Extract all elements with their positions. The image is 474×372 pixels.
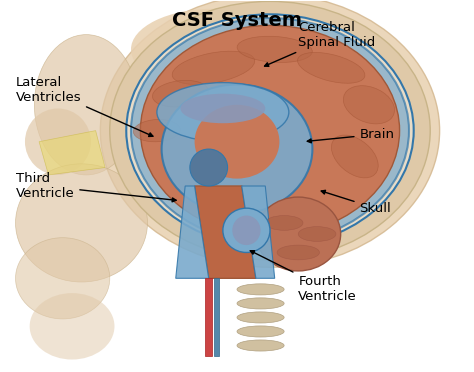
Ellipse shape <box>331 135 378 178</box>
Ellipse shape <box>131 9 296 90</box>
Ellipse shape <box>237 36 312 62</box>
Polygon shape <box>39 131 105 175</box>
Ellipse shape <box>277 245 319 260</box>
Ellipse shape <box>30 293 115 359</box>
Ellipse shape <box>237 284 284 295</box>
Text: Cerebral
Spinal Fluid: Cerebral Spinal Fluid <box>264 20 375 66</box>
Polygon shape <box>176 186 209 278</box>
Ellipse shape <box>265 215 303 230</box>
Ellipse shape <box>110 1 430 260</box>
Text: Fourth
Ventricle: Fourth Ventricle <box>250 251 357 304</box>
Ellipse shape <box>162 84 312 214</box>
Text: Lateral
Ventricles: Lateral Ventricles <box>16 76 153 137</box>
Ellipse shape <box>133 119 181 142</box>
Ellipse shape <box>25 109 91 175</box>
Ellipse shape <box>172 51 255 84</box>
Ellipse shape <box>16 238 110 319</box>
Ellipse shape <box>232 215 261 245</box>
Ellipse shape <box>181 94 265 123</box>
Text: CSF System: CSF System <box>172 11 302 30</box>
Ellipse shape <box>35 35 138 175</box>
Ellipse shape <box>100 0 439 267</box>
Ellipse shape <box>195 105 279 179</box>
Ellipse shape <box>237 340 284 351</box>
Polygon shape <box>205 278 212 356</box>
Ellipse shape <box>237 298 284 309</box>
Text: Skull: Skull <box>321 190 391 215</box>
Ellipse shape <box>237 312 284 323</box>
Ellipse shape <box>237 326 284 337</box>
Text: Third
Ventricle: Third Ventricle <box>16 172 176 202</box>
Polygon shape <box>242 186 275 278</box>
Ellipse shape <box>126 14 414 247</box>
Ellipse shape <box>256 197 341 271</box>
Ellipse shape <box>343 86 394 124</box>
Ellipse shape <box>223 208 270 253</box>
Polygon shape <box>214 278 219 356</box>
Ellipse shape <box>140 25 400 236</box>
Ellipse shape <box>131 18 409 243</box>
Polygon shape <box>195 186 256 278</box>
Ellipse shape <box>157 83 289 142</box>
Text: Brain: Brain <box>307 128 394 143</box>
Ellipse shape <box>298 52 365 83</box>
Ellipse shape <box>16 164 147 282</box>
Ellipse shape <box>153 80 209 107</box>
Ellipse shape <box>298 227 336 241</box>
Ellipse shape <box>190 149 228 186</box>
